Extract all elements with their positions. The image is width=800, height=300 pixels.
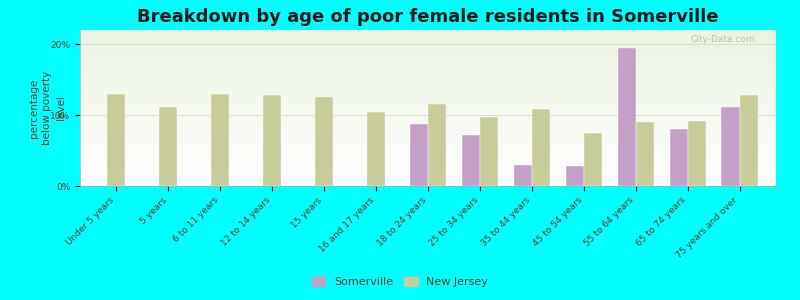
Bar <box>80 82 776 85</box>
Bar <box>80 126 776 129</box>
Bar <box>80 170 776 173</box>
Bar <box>514 165 532 186</box>
Bar <box>636 122 654 186</box>
Bar <box>566 166 584 186</box>
Bar <box>80 72 776 74</box>
Bar <box>80 61 776 64</box>
Bar <box>80 152 776 155</box>
Bar <box>80 113 776 116</box>
Bar <box>80 33 776 35</box>
Bar <box>80 163 776 165</box>
Bar <box>80 176 776 178</box>
Bar <box>80 168 776 170</box>
Bar <box>80 144 776 147</box>
Bar <box>80 98 776 100</box>
Bar <box>159 106 178 186</box>
Bar <box>80 121 776 124</box>
Bar <box>618 48 636 186</box>
Bar <box>80 139 776 142</box>
Bar <box>80 92 776 95</box>
Bar <box>80 129 776 131</box>
Bar <box>80 40 776 43</box>
Bar <box>80 118 776 121</box>
Bar <box>315 98 334 186</box>
Text: City-Data.com: City-Data.com <box>690 35 755 44</box>
Y-axis label: percentage
below poverty
level: percentage below poverty level <box>29 71 66 145</box>
Bar <box>80 158 776 160</box>
Bar <box>80 51 776 53</box>
Bar <box>263 95 282 186</box>
Bar <box>80 69 776 72</box>
Bar <box>80 66 776 69</box>
Bar <box>80 142 776 144</box>
Bar <box>80 173 776 176</box>
Bar <box>80 30 776 33</box>
Bar <box>80 48 776 51</box>
Bar <box>80 155 776 158</box>
Bar <box>367 112 385 186</box>
Bar <box>80 58 776 61</box>
Title: Breakdown by age of poor female residents in Somerville: Breakdown by age of poor female resident… <box>137 8 719 26</box>
Bar <box>80 108 776 111</box>
Bar <box>80 74 776 77</box>
Bar <box>80 111 776 113</box>
Bar <box>80 116 776 118</box>
Bar <box>80 150 776 152</box>
Bar <box>80 181 776 183</box>
Bar <box>80 85 776 87</box>
Bar <box>107 94 126 186</box>
Bar <box>80 64 776 66</box>
Bar <box>80 100 776 103</box>
Bar <box>211 94 230 186</box>
Bar <box>670 129 688 186</box>
Bar <box>80 38 776 40</box>
Bar <box>80 35 776 38</box>
Bar <box>80 90 776 92</box>
Legend: Somerville, New Jersey: Somerville, New Jersey <box>307 272 493 291</box>
Bar <box>80 160 776 163</box>
Bar <box>462 135 480 186</box>
Bar <box>80 165 776 168</box>
Bar <box>410 124 428 186</box>
Bar <box>80 147 776 150</box>
Bar <box>80 95 776 98</box>
Bar <box>688 121 706 186</box>
Bar <box>80 105 776 108</box>
Bar <box>722 106 740 186</box>
Bar <box>80 80 776 82</box>
Bar <box>428 104 446 186</box>
Bar <box>80 136 776 139</box>
Bar <box>80 183 776 186</box>
Bar <box>80 56 776 58</box>
Bar <box>80 43 776 46</box>
Bar <box>80 134 776 136</box>
Bar <box>584 133 602 186</box>
Bar <box>740 95 758 186</box>
Bar <box>80 178 776 181</box>
Bar <box>80 53 776 56</box>
Bar <box>80 103 776 105</box>
Bar <box>80 87 776 90</box>
Bar <box>80 46 776 48</box>
Bar <box>80 77 776 80</box>
Bar <box>80 124 776 126</box>
Bar <box>480 116 498 186</box>
Bar <box>532 110 550 186</box>
Bar <box>80 131 776 134</box>
